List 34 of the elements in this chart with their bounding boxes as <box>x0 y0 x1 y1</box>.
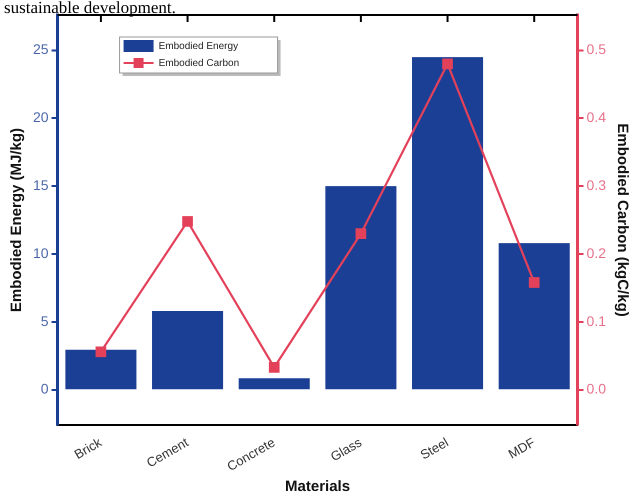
x-tick-label: Glass <box>328 434 365 464</box>
legend-label: Embodied Carbon <box>158 58 240 69</box>
legend-label: Embodied Energy <box>158 40 238 52</box>
y2-axis-title: Embodied Carbon (kgC/kg) <box>614 123 631 317</box>
bar <box>152 311 224 390</box>
bar <box>325 186 396 390</box>
y-tick-label: 20 <box>32 109 49 126</box>
point <box>356 228 366 239</box>
x-tick-label: MDF <box>506 434 538 462</box>
y2-tick-label: 0.1 <box>586 312 606 329</box>
annotation: sustainable development. <box>4 0 176 18</box>
x-tick-label: Brick <box>72 434 105 462</box>
point <box>268 362 280 373</box>
bar <box>238 378 310 390</box>
y-tick-label: 15 <box>32 176 49 193</box>
bar <box>498 243 570 390</box>
y-tick-label: 0 <box>40 380 49 397</box>
y2-tick-label: 0.2 <box>586 244 606 261</box>
point <box>96 346 106 358</box>
y-tick-label: 10 <box>32 244 49 261</box>
point <box>442 58 453 70</box>
y2-tick-label: 0.3 <box>586 176 606 193</box>
y-tick-label: 25 <box>32 41 49 58</box>
bar <box>412 57 484 390</box>
y2-tick-label: 0.4 <box>586 109 606 126</box>
x-tick-label: Steel <box>418 434 451 462</box>
y2-tick-label: 0.5 <box>586 41 606 58</box>
point <box>528 277 540 288</box>
y-tick-label: 5 <box>40 312 49 329</box>
x-axis-title: Materials <box>285 478 350 496</box>
y-axis-title: Embodied Energy (MJ/kg) <box>8 128 26 312</box>
y2-tick-label: 0.0 <box>586 380 606 397</box>
bar <box>65 350 136 390</box>
point <box>182 216 193 227</box>
